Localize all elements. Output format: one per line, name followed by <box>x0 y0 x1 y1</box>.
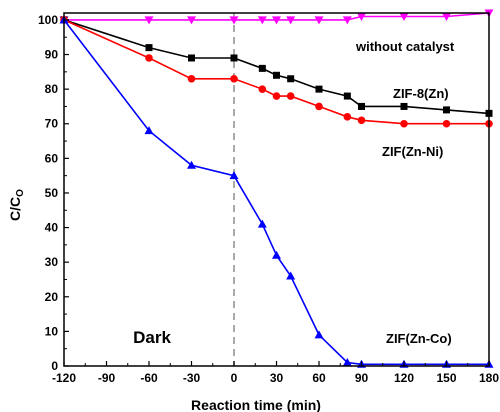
data-point <box>315 102 323 111</box>
data-point <box>399 12 409 21</box>
data-point <box>357 12 366 21</box>
x-tick-label: 90 <box>355 371 369 385</box>
y-tick-label: 40 <box>45 221 59 235</box>
y-tick-label: 60 <box>45 151 59 165</box>
series-label-without-catalyst: without catalyst <box>355 39 455 54</box>
data-point <box>272 16 281 25</box>
x-tick-label: 30 <box>270 371 284 385</box>
data-point <box>229 171 239 180</box>
data-point <box>230 54 238 62</box>
data-point <box>258 85 267 93</box>
data-point <box>358 102 365 110</box>
data-point <box>145 54 153 62</box>
x-tick-label: -30 <box>183 371 201 385</box>
y-tick-label: 0 <box>51 359 58 373</box>
series-line <box>63 19 489 366</box>
data-point <box>187 16 196 25</box>
x-tick-label: -60 <box>140 371 158 385</box>
data-point <box>145 44 153 52</box>
x-tick-label: -120 <box>52 371 76 385</box>
series-3 <box>59 15 494 368</box>
y-axis-title-main: C/C <box>7 197 23 221</box>
data-point <box>342 358 352 367</box>
data-point <box>273 71 280 79</box>
data-point <box>144 16 154 25</box>
data-point <box>144 126 154 135</box>
y-tick-label: 50 <box>45 186 59 200</box>
data-point <box>315 85 323 93</box>
data-point <box>258 64 266 72</box>
series-2 <box>60 16 493 128</box>
x-tick-label: -90 <box>98 371 116 385</box>
series-layer <box>59 9 494 368</box>
data-point <box>286 92 295 100</box>
y-tick-label: 70 <box>45 117 59 131</box>
data-point <box>272 250 281 259</box>
data-point <box>187 160 196 169</box>
y-tick-label: 100 <box>38 13 58 27</box>
data-point <box>286 271 296 280</box>
dark-label: Dark <box>133 328 171 347</box>
data-point <box>230 74 238 83</box>
data-point <box>257 16 267 25</box>
data-point <box>343 92 351 100</box>
series-label-zif-zn-co: ZIF(Zn-Co) <box>386 331 452 346</box>
y-tick-label: 80 <box>45 82 59 96</box>
data-point <box>314 16 324 25</box>
x-tick-label: 60 <box>312 371 326 385</box>
data-point <box>314 330 324 339</box>
y-tick-label: 20 <box>45 290 59 304</box>
x-tick-label: 180 <box>479 371 499 385</box>
data-point <box>272 92 281 100</box>
data-point <box>229 16 239 25</box>
data-point <box>257 219 267 228</box>
y-tick-label: 10 <box>45 324 59 338</box>
ticks-layer: -120 -90 -60 -30 0 30 60 90 120 150 180 0 10 20 30 40 50… <box>38 13 499 385</box>
y-tick-label: 30 <box>45 255 59 269</box>
data-point <box>443 106 450 114</box>
x-tick-label: 0 <box>231 371 238 385</box>
series-1 <box>60 16 493 117</box>
series-0 <box>59 9 494 25</box>
series-label-zif8-zn: ZIF-8(Zn) <box>393 86 449 101</box>
data-point <box>287 75 295 83</box>
data-point <box>442 12 451 21</box>
data-point <box>286 16 296 25</box>
plot-frame <box>63 12 490 367</box>
data-point <box>400 119 408 128</box>
data-point <box>342 16 352 25</box>
data-point <box>187 74 196 83</box>
y-axis-title: C/CO <box>7 189 26 221</box>
x-axis-title: Reaction time (min) <box>191 397 321 412</box>
x-tick-label: 150 <box>436 371 456 385</box>
data-point <box>442 119 451 128</box>
data-point <box>357 116 366 125</box>
data-point <box>343 113 352 121</box>
y-axis-title-sub: O <box>15 189 26 197</box>
series-label-zif-zn-ni: ZIF(Zn-Ni) <box>382 144 443 159</box>
y-tick-label: 90 <box>45 48 59 62</box>
data-point <box>188 54 195 62</box>
data-point <box>400 102 408 110</box>
x-tick-label: 120 <box>394 371 414 385</box>
